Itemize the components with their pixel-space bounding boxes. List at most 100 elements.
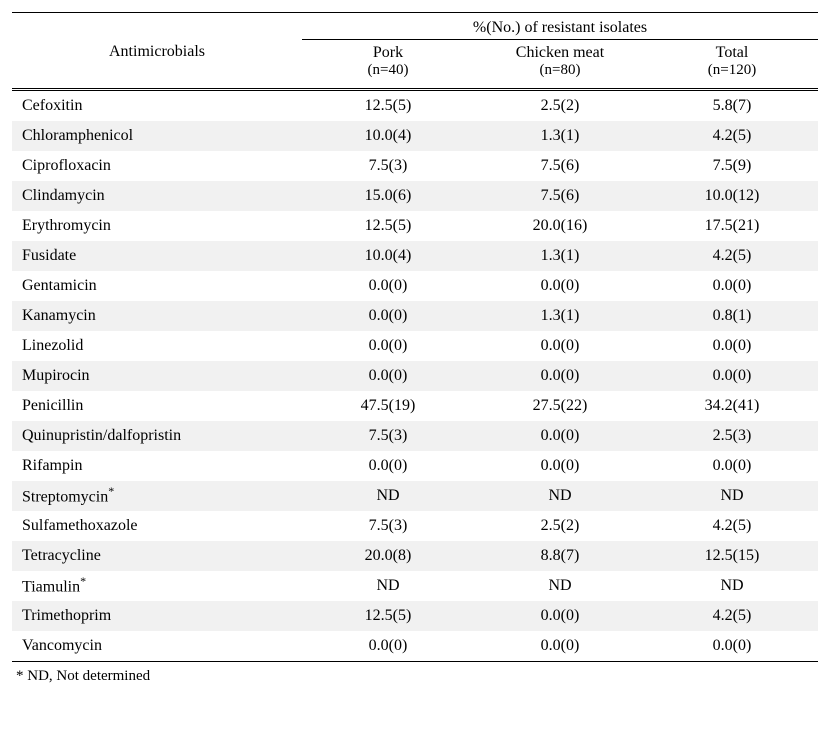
- cell-pork: 7.5(3): [302, 511, 474, 541]
- cell-antimicrobial: Trimethoprim: [12, 601, 302, 631]
- cell-pork: ND: [302, 571, 474, 601]
- table-body: Cefoxitin12.5(5)2.5(2)5.8(7)Chlorampheni…: [12, 89, 818, 661]
- table-row: Sulfamethoxazole7.5(3)2.5(2)4.2(5): [12, 511, 818, 541]
- cell-pork: 12.5(5): [302, 601, 474, 631]
- header-antimicrobials-label: Antimicrobials: [109, 43, 205, 60]
- header-col-pork: Pork (n=40): [302, 40, 474, 90]
- table-row: Linezolid0.0(0)0.0(0)0.0(0): [12, 331, 818, 361]
- header-col-chicken-label: Chicken meat: [516, 44, 604, 61]
- cell-antimicrobial: Kanamycin: [12, 301, 302, 331]
- cell-total: 17.5(21): [646, 211, 818, 241]
- header-col-total-n: (n=120): [646, 62, 818, 79]
- cell-chicken: 7.5(6): [474, 151, 646, 181]
- cell-antimicrobial: Mupirocin: [12, 361, 302, 391]
- footnote: * ND, Not determined: [12, 662, 818, 685]
- header-col-pork-label: Pork: [373, 44, 403, 61]
- cell-antimicrobial: Erythromycin: [12, 211, 302, 241]
- table-row: Mupirocin0.0(0)0.0(0)0.0(0): [12, 361, 818, 391]
- cell-total: 0.0(0): [646, 451, 818, 481]
- header-group: %(No.) of resistant isolates: [302, 13, 818, 40]
- cell-chicken: 2.5(2): [474, 89, 646, 121]
- table-row: Streptomycin*NDNDND: [12, 481, 818, 511]
- cell-pork: 12.5(5): [302, 211, 474, 241]
- cell-total: 0.0(0): [646, 331, 818, 361]
- cell-pork: 15.0(6): [302, 181, 474, 211]
- cell-pork: 7.5(3): [302, 151, 474, 181]
- table-row: Vancomycin0.0(0)0.0(0)0.0(0): [12, 631, 818, 661]
- cell-total: 4.2(5): [646, 511, 818, 541]
- cell-total: 0.0(0): [646, 631, 818, 661]
- resistance-table: Antimicrobials %(No.) of resistant isola…: [12, 12, 818, 662]
- cell-antimicrobial: Sulfamethoxazole: [12, 511, 302, 541]
- header-col-pork-n: (n=40): [302, 62, 474, 79]
- table-row: Kanamycin0.0(0)1.3(1)0.8(1): [12, 301, 818, 331]
- cell-total: 0.8(1): [646, 301, 818, 331]
- cell-total: 4.2(5): [646, 121, 818, 151]
- cell-antimicrobial: Gentamicin: [12, 271, 302, 301]
- cell-chicken: 1.3(1): [474, 241, 646, 271]
- cell-total: 34.2(41): [646, 391, 818, 421]
- table-row: Clindamycin15.0(6)7.5(6)10.0(12): [12, 181, 818, 211]
- cell-chicken: 0.0(0): [474, 361, 646, 391]
- cell-total: 0.0(0): [646, 271, 818, 301]
- cell-antimicrobial: Tiamulin*: [12, 571, 302, 601]
- table-row: Fusidate10.0(4)1.3(1)4.2(5): [12, 241, 818, 271]
- cell-antimicrobial: Tetracycline: [12, 541, 302, 571]
- cell-total: 4.2(5): [646, 601, 818, 631]
- table-row: Erythromycin12.5(5)20.0(16)17.5(21): [12, 211, 818, 241]
- table-row: Quinupristin/dalfopristin7.5(3)0.0(0)2.5…: [12, 421, 818, 451]
- cell-pork: 10.0(4): [302, 121, 474, 151]
- cell-antimicrobial: Penicillin: [12, 391, 302, 421]
- cell-chicken: ND: [474, 481, 646, 511]
- cell-total: 2.5(3): [646, 421, 818, 451]
- cell-total: 10.0(12): [646, 181, 818, 211]
- cell-pork: 0.0(0): [302, 451, 474, 481]
- cell-pork: 0.0(0): [302, 331, 474, 361]
- header-col-total-label: Total: [716, 44, 749, 61]
- table-row: Chloramphenicol10.0(4)1.3(1)4.2(5): [12, 121, 818, 151]
- cell-chicken: 1.3(1): [474, 301, 646, 331]
- cell-antimicrobial: Vancomycin: [12, 631, 302, 661]
- cell-chicken: 8.8(7): [474, 541, 646, 571]
- cell-chicken: 7.5(6): [474, 181, 646, 211]
- asterisk-icon: *: [108, 484, 114, 498]
- cell-antimicrobial: Quinupristin/dalfopristin: [12, 421, 302, 451]
- table-row: Ciprofloxacin7.5(3)7.5(6)7.5(9): [12, 151, 818, 181]
- cell-pork: 47.5(19): [302, 391, 474, 421]
- cell-antimicrobial: Rifampin: [12, 451, 302, 481]
- cell-chicken: 0.0(0): [474, 331, 646, 361]
- cell-chicken: 1.3(1): [474, 121, 646, 151]
- cell-pork: 12.5(5): [302, 89, 474, 121]
- cell-antimicrobial: Clindamycin: [12, 181, 302, 211]
- table-row: Trimethoprim12.5(5)0.0(0)4.2(5): [12, 601, 818, 631]
- cell-total: 7.5(9): [646, 151, 818, 181]
- asterisk-icon: *: [80, 574, 86, 588]
- cell-antimicrobial: Ciprofloxacin: [12, 151, 302, 181]
- cell-pork: 0.0(0): [302, 271, 474, 301]
- cell-chicken: 0.0(0): [474, 601, 646, 631]
- cell-chicken: 27.5(22): [474, 391, 646, 421]
- header-antimicrobials: Antimicrobials: [12, 13, 302, 90]
- table-row: Tetracycline20.0(8)8.8(7)12.5(15): [12, 541, 818, 571]
- cell-chicken: 0.0(0): [474, 421, 646, 451]
- cell-antimicrobial: Streptomycin*: [12, 481, 302, 511]
- cell-pork: 10.0(4): [302, 241, 474, 271]
- table-row: Rifampin0.0(0)0.0(0)0.0(0): [12, 451, 818, 481]
- header-group-label: %(No.) of resistant isolates: [473, 19, 647, 36]
- cell-chicken: 0.0(0): [474, 631, 646, 661]
- cell-antimicrobial: Cefoxitin: [12, 89, 302, 121]
- cell-total: 12.5(15): [646, 541, 818, 571]
- cell-chicken: ND: [474, 571, 646, 601]
- header-col-total: Total (n=120): [646, 40, 818, 90]
- cell-chicken: 2.5(2): [474, 511, 646, 541]
- cell-pork: 20.0(8): [302, 541, 474, 571]
- cell-chicken: 20.0(16): [474, 211, 646, 241]
- cell-pork: 7.5(3): [302, 421, 474, 451]
- table-row: Penicillin47.5(19)27.5(22)34.2(41): [12, 391, 818, 421]
- cell-pork: 0.0(0): [302, 301, 474, 331]
- cell-pork: 0.0(0): [302, 361, 474, 391]
- cell-pork: 0.0(0): [302, 631, 474, 661]
- cell-pork: ND: [302, 481, 474, 511]
- cell-total: ND: [646, 571, 818, 601]
- header-col-chicken-n: (n=80): [474, 62, 646, 79]
